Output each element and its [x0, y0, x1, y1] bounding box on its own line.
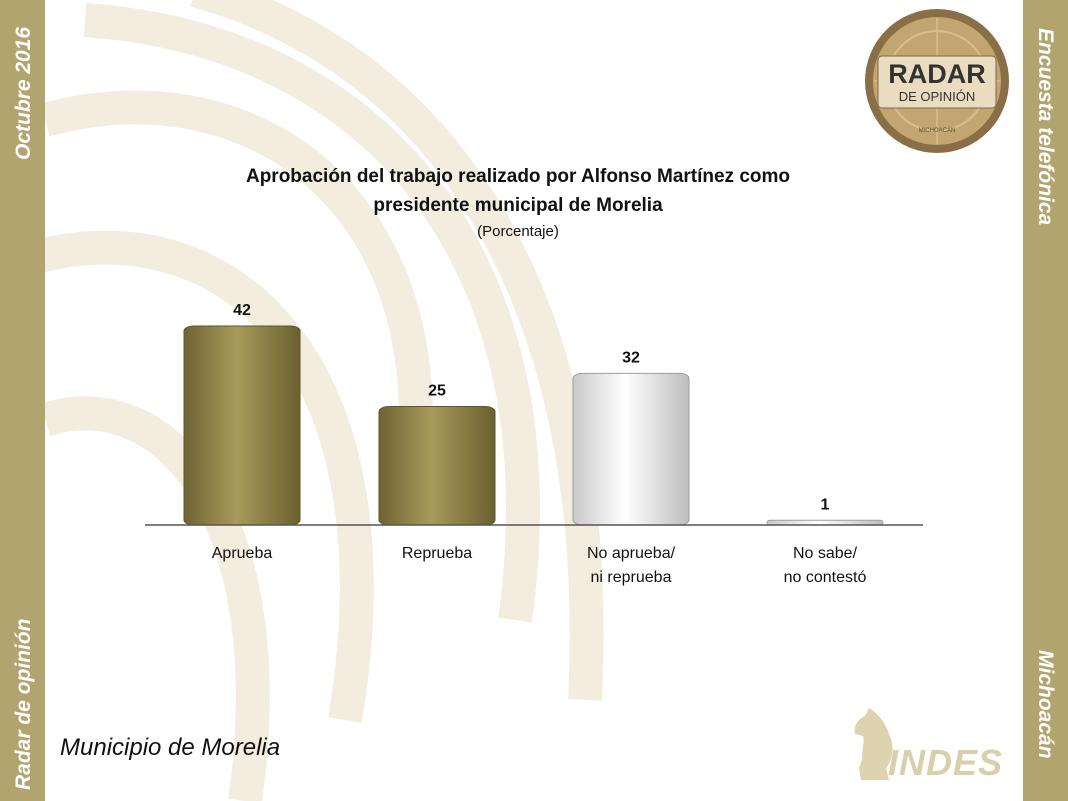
- category-label: ni reprueba: [591, 569, 672, 586]
- left-sidebar: [0, 0, 45, 801]
- bar-3: [572, 372, 690, 526]
- bar-chart: Aprobación del trabajo realizado por Alf…: [145, 166, 923, 586]
- chart-title-line-2: presidente municipal de Morelia: [373, 195, 663, 216]
- side-label-brand: Radar de opinión: [12, 618, 35, 790]
- radar-logo: RADAR DE OPINIÓN MICHOACÁN: [865, 9, 1009, 153]
- logo-text-opinion: DE OPINIÓN: [899, 89, 976, 104]
- bar-value-label: 1: [821, 496, 830, 513]
- municipality-title: Municipio de Morelia: [60, 734, 281, 761]
- logo-text-state: MICHOACÁN: [919, 127, 956, 134]
- bar-value-label: 32: [622, 349, 640, 366]
- indes-brand: INDES: [888, 742, 1004, 783]
- background-watermark: [45, 0, 604, 801]
- bar-2: [378, 406, 496, 526]
- category-label: No aprueba/: [587, 545, 676, 562]
- category-label: Aprueba: [212, 545, 273, 562]
- bar-value-label: 42: [233, 302, 251, 319]
- side-label-survey-type: Encuesta telefónica: [1034, 28, 1057, 226]
- category-label: no contestó: [784, 569, 867, 586]
- category-label: Reprueba: [402, 545, 472, 562]
- category-label: No sabe/: [793, 545, 858, 562]
- knight-logo-icon: [854, 708, 893, 780]
- bar-1: [183, 325, 301, 526]
- bar-value-label: 25: [428, 383, 446, 400]
- right-sidebar: [1023, 0, 1068, 801]
- side-label-date: Octubre 2016: [12, 26, 35, 160]
- side-label-state: Michoacán: [1034, 650, 1057, 759]
- chart-subtitle: (Porcentaje): [477, 223, 559, 240]
- logo-text-radar: RADAR: [888, 59, 986, 89]
- chart-title-line-1: Aprobación del trabajo realizado por Alf…: [246, 166, 790, 187]
